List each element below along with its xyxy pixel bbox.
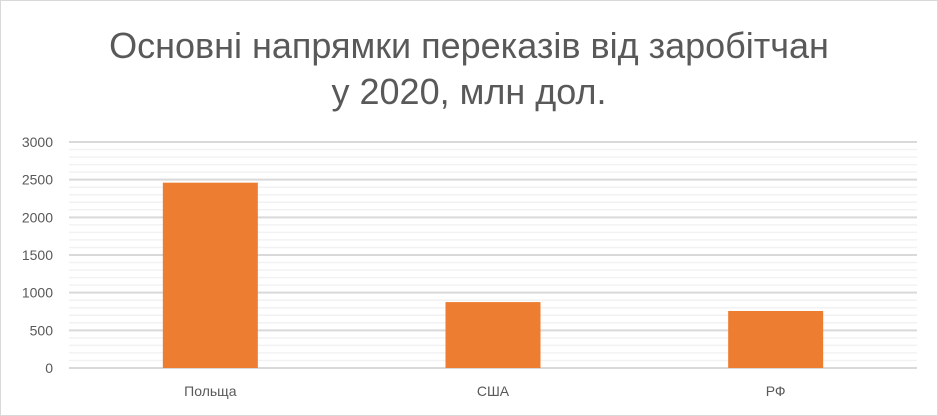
x-tick-label: США (477, 383, 510, 399)
x-tick-label: Польща (184, 383, 237, 399)
y-tick-label: 1500 (22, 247, 53, 263)
chart-title: Основні напрямки переказів від заробітча… (1, 23, 937, 115)
x-tick-label: РФ (766, 383, 786, 399)
chart-title-line2: у 2020, млн дол. (331, 71, 607, 112)
y-tick-label: 2000 (22, 209, 53, 225)
bar-1 (162, 182, 258, 368)
y-tick-label: 500 (30, 322, 54, 338)
y-tick-label: 0 (45, 360, 53, 376)
y-tick-label: 3000 (22, 134, 53, 150)
y-tick-label: 1000 (22, 285, 53, 301)
bar-3 (728, 310, 824, 368)
chart-title-line1: Основні напрямки переказів від заробітча… (109, 25, 829, 66)
y-tick-label: 2500 (22, 172, 53, 188)
bar-2 (445, 302, 541, 368)
